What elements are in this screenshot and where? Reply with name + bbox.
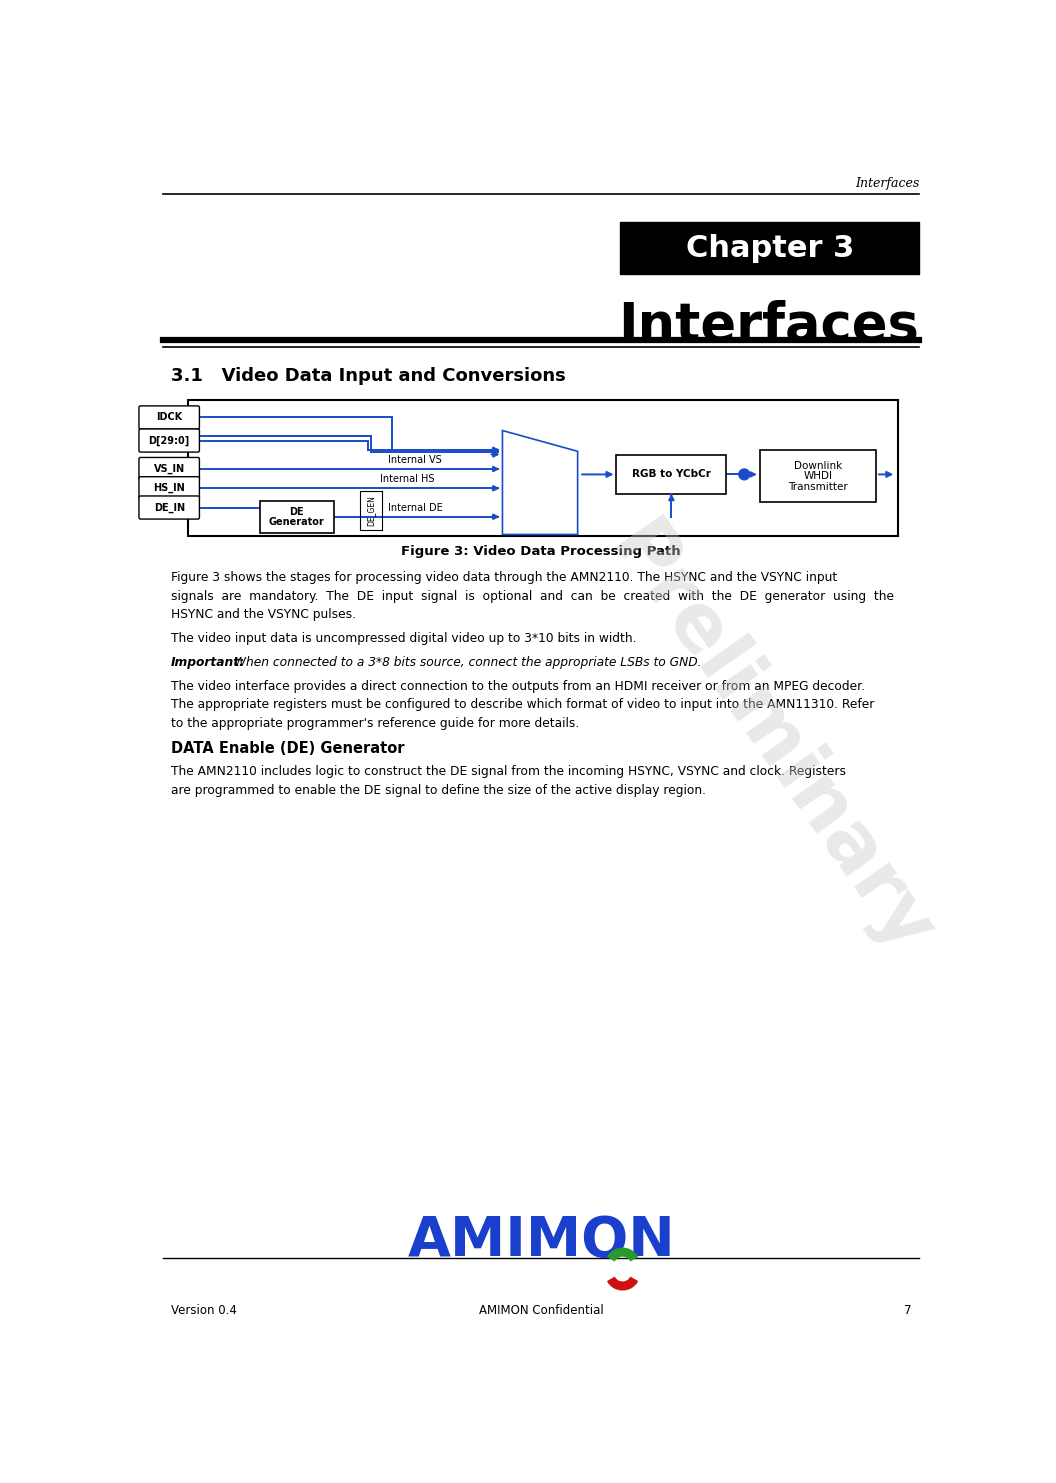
- Text: Important:: Important:: [171, 655, 245, 669]
- Text: DATA Enable (DE) Generator: DATA Enable (DE) Generator: [171, 742, 404, 756]
- Text: Generator: Generator: [269, 518, 324, 526]
- Text: Interfaces: Interfaces: [619, 300, 920, 351]
- Wedge shape: [608, 1249, 638, 1261]
- Text: Figure 3 shows the stages for processing video data through the AMN2110. The HSY: Figure 3 shows the stages for processing…: [171, 571, 837, 584]
- Text: Transmitter: Transmitter: [788, 482, 848, 492]
- FancyBboxPatch shape: [139, 406, 200, 429]
- Text: The appropriate registers must be configured to describe which format of video t: The appropriate registers must be config…: [171, 698, 874, 712]
- Text: The video input data is uncompressed digital video up to 3*10 bits in width.: The video input data is uncompressed dig…: [171, 632, 637, 645]
- Text: D[29:0]: D[29:0]: [149, 436, 190, 446]
- Text: AMIMON Confidential: AMIMON Confidential: [478, 1305, 604, 1317]
- Text: IDCK: IDCK: [156, 412, 183, 423]
- Wedge shape: [608, 1277, 638, 1290]
- FancyBboxPatch shape: [139, 457, 200, 480]
- Text: HSYNC and the VSYNC pulses.: HSYNC and the VSYNC pulses.: [171, 608, 356, 620]
- Text: DE: DE: [289, 507, 304, 518]
- Text: to the appropriate programmer's reference guide for more details.: to the appropriate programmer's referenc…: [171, 716, 579, 730]
- Text: Chapter 3: Chapter 3: [685, 233, 854, 262]
- Text: HS_IN: HS_IN: [153, 483, 185, 494]
- Text: Figure 3: Video Data Processing Path: Figure 3: Video Data Processing Path: [401, 546, 681, 558]
- Text: are programmed to enable the DE signal to define the size of the active display : are programmed to enable the DE signal t…: [171, 783, 705, 796]
- FancyBboxPatch shape: [139, 429, 200, 452]
- Text: AMIMON: AMIMON: [408, 1213, 675, 1268]
- Text: The video interface provides a direct connection to the outputs from an HDMI rec: The video interface provides a direct co…: [171, 681, 865, 694]
- Text: Interfaces: Interfaces: [855, 178, 920, 190]
- FancyBboxPatch shape: [139, 476, 200, 500]
- Text: The AMN2110 includes logic to construct the DE signal from the incoming HSYNC, V: The AMN2110 includes logic to construct …: [171, 765, 846, 779]
- Text: RGB to YCbCr: RGB to YCbCr: [631, 470, 711, 479]
- Text: VS_IN: VS_IN: [153, 464, 185, 475]
- FancyBboxPatch shape: [139, 495, 200, 519]
- Text: signals  are  mandatory.  The  DE  input  signal  is  optional  and  can  be  cr: signals are mandatory. The DE input sign…: [171, 590, 893, 602]
- Text: 3.1   Video Data Input and Conversions: 3.1 Video Data Input and Conversions: [171, 366, 566, 384]
- Bar: [188, 400, 898, 535]
- Text: DE_IN: DE_IN: [153, 503, 185, 513]
- Text: Version 0.4: Version 0.4: [171, 1305, 237, 1317]
- Text: 7: 7: [904, 1305, 911, 1317]
- Bar: [260, 501, 334, 532]
- Bar: [620, 222, 920, 274]
- Bar: [759, 449, 876, 503]
- Text: Downlink: Downlink: [794, 461, 842, 472]
- Text: Internal VS: Internal VS: [388, 455, 441, 466]
- Polygon shape: [503, 430, 578, 534]
- Circle shape: [739, 469, 750, 480]
- Text: Preliminary: Preliminary: [595, 512, 947, 971]
- Text: WHDI: WHDI: [804, 472, 832, 480]
- Text: When connected to a 3*8 bits source, connect the appropriate LSBs to GND.: When connected to a 3*8 bits source, con…: [229, 655, 701, 669]
- Text: Internal HS: Internal HS: [380, 475, 434, 485]
- Bar: [617, 455, 727, 494]
- Text: DE_GEN: DE_GEN: [366, 495, 375, 526]
- Text: Internal DE: Internal DE: [388, 503, 442, 513]
